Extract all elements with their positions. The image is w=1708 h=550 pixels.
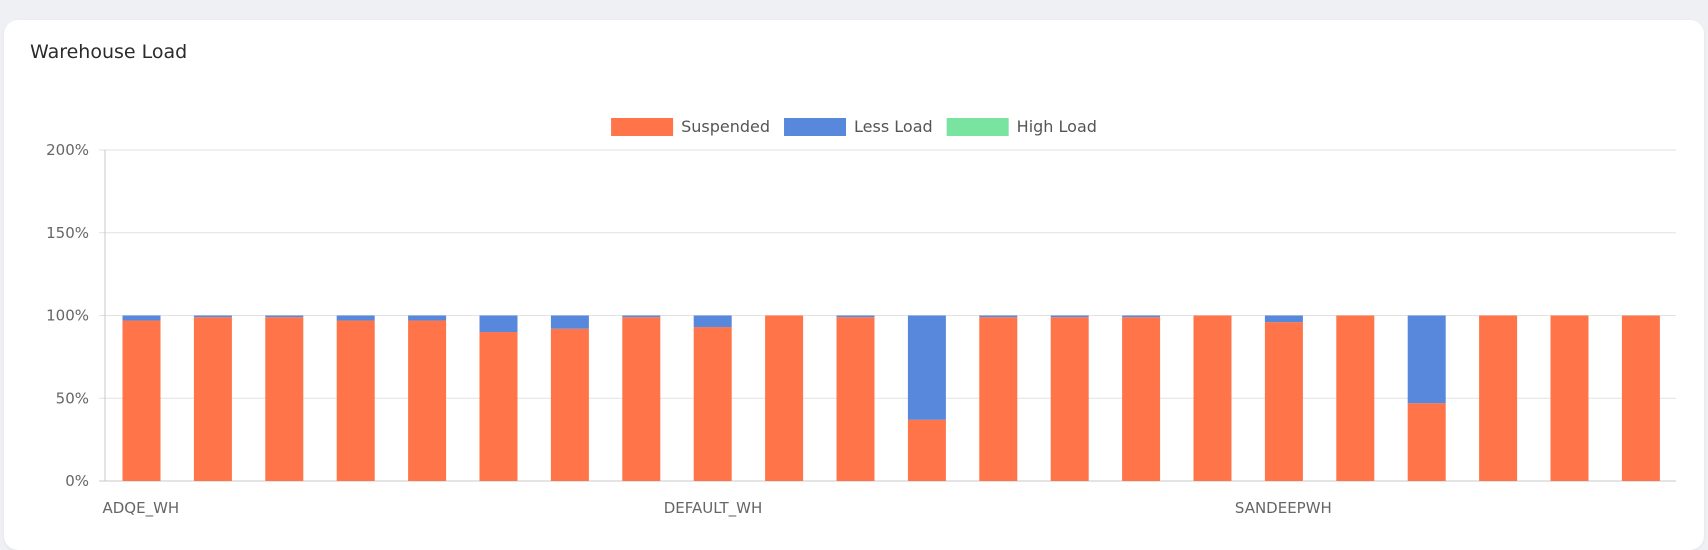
bar-segment-less-load[interactable] [479,315,518,333]
bar-segment-suspended[interactable] [693,327,732,481]
x-tick-label: DEFAULT_WH [664,499,763,518]
y-tick-label: 200% [46,141,89,159]
bar-segment-suspended[interactable] [1193,315,1232,482]
y-tick-label: 50% [56,389,89,407]
bar-segment-suspended[interactable] [193,317,232,481]
bar-segment-suspended[interactable] [408,320,447,481]
bar-segment-suspended[interactable] [836,317,875,481]
legend-label: Less Load [854,117,933,136]
x-tick-label: ADQE_WH [103,499,180,518]
bar-segment-less-load[interactable] [693,315,732,328]
bar-segment-less-load[interactable] [622,315,661,318]
legend-item-less-load[interactable]: Less Load [784,117,933,136]
bar-segment-suspended[interactable] [979,317,1018,481]
bar-segment-less-load[interactable] [907,315,946,420]
bar-segment-less-load[interactable] [979,315,1018,318]
bar-segment-suspended[interactable] [1264,322,1303,481]
legend: Suspended Less Load High Load [611,117,1097,136]
legend-label: High Load [1017,117,1097,136]
bar-segment-suspended[interactable] [122,320,161,481]
legend-item-suspended[interactable]: Suspended [611,117,770,136]
bar-segment-suspended[interactable] [336,320,375,481]
bar-segment-suspended[interactable] [1050,317,1089,481]
bar-segment-less-load[interactable] [1407,315,1446,404]
bar-segment-suspended[interactable] [1621,315,1660,482]
bar-segment-less-load[interactable] [836,315,875,318]
bar-segment-less-load[interactable] [122,315,161,321]
bar-segment-suspended[interactable] [765,315,804,482]
bar-segment-less-load[interactable] [336,315,375,321]
bar-segment-less-load[interactable] [1122,315,1161,318]
legend-swatch [784,118,847,136]
y-tick-label: 100% [46,307,89,325]
axis-layer: 0% 50% 100% 150% 200% ADQE_WH DEFAULT_WH SANDEE… [46,141,1332,518]
bar-segment-suspended[interactable] [1479,315,1518,482]
bar-segment-less-load[interactable] [265,315,304,318]
x-tick-label: SANDEEPWH [1235,499,1332,517]
bar-segment-less-load[interactable] [193,315,232,318]
bar-segment-less-load[interactable] [1050,315,1089,318]
legend-item-high-load[interactable]: High Load [946,117,1097,136]
bar-segment-suspended[interactable] [1122,317,1161,481]
card-title: Warehouse Load [30,41,188,63]
bar-segment-less-load[interactable] [408,315,447,321]
bar-segment-suspended[interactable] [479,332,518,481]
y-tick-label: 0% [65,472,89,490]
bar-segment-suspended[interactable] [550,328,589,481]
bars-layer [122,315,1660,482]
bar-segment-suspended[interactable] [1550,315,1589,482]
legend-swatch [611,118,674,136]
bar-segment-suspended[interactable] [265,317,304,481]
bar-segment-suspended[interactable] [907,419,946,481]
legend-label: Suspended [681,117,770,136]
bar-segment-suspended[interactable] [622,317,661,481]
bar-segment-suspended[interactable] [1407,403,1446,481]
y-tick-label: 150% [46,224,89,242]
bar-segment-less-load[interactable] [1264,315,1303,323]
bar-segment-suspended[interactable] [1336,315,1375,482]
legend-swatch [946,118,1009,136]
bar-segment-less-load[interactable] [550,315,589,329]
